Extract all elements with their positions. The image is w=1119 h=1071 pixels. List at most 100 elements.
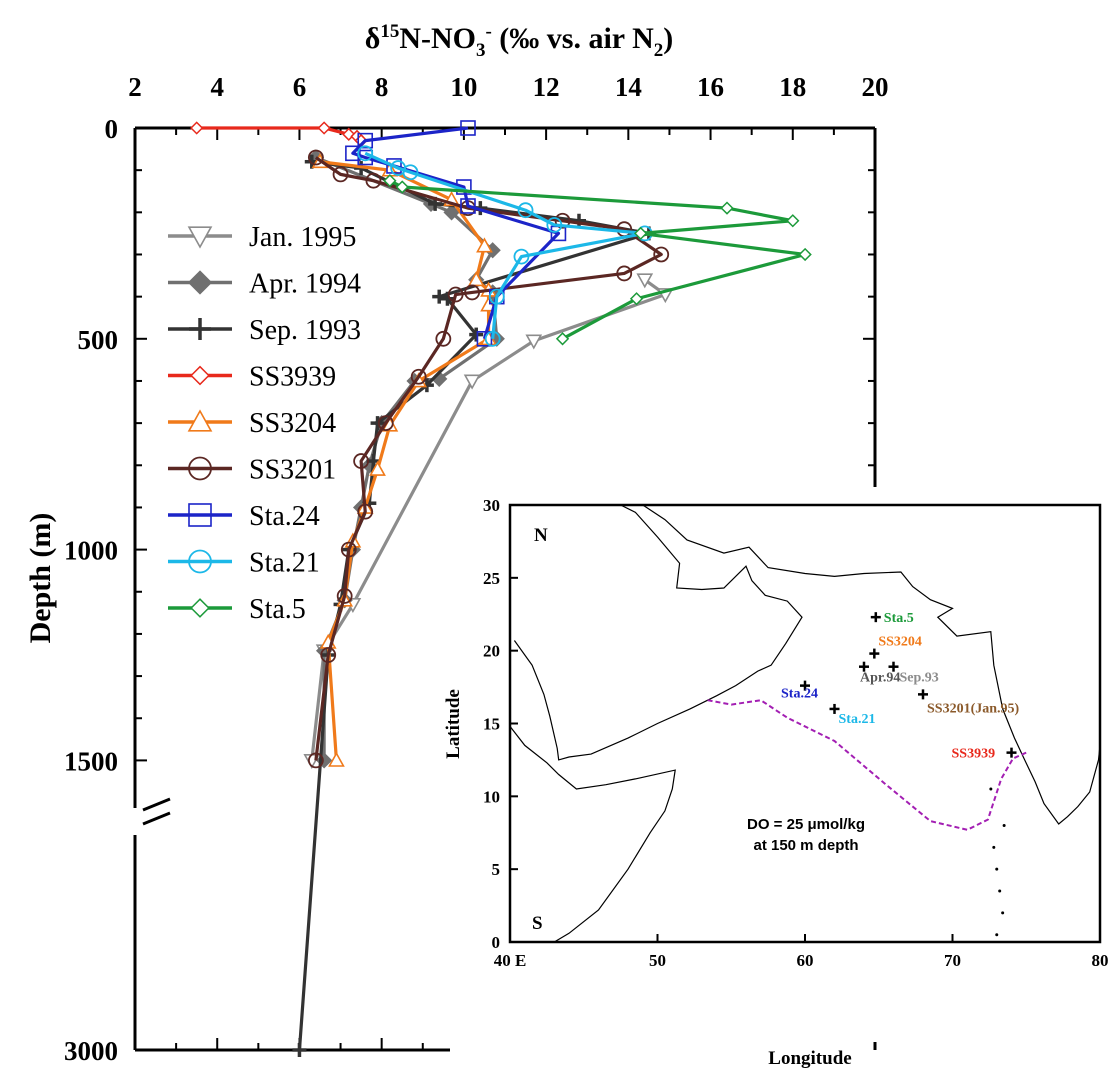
map-y-tick-label: 5: [492, 860, 501, 879]
series-line: [364, 151, 647, 339]
island-dot: [995, 867, 999, 871]
x-tick-label: 8: [375, 72, 389, 102]
station-apr-94: Apr.94: [859, 661, 900, 686]
y-tick-label: 1500: [64, 746, 118, 776]
data-point: [476, 330, 493, 347]
map-x-axis-title: Longitude: [768, 1048, 851, 1069]
map-x-tick-label: 60: [797, 951, 814, 970]
x-tick-label: 12: [533, 72, 560, 102]
data-point: [463, 374, 481, 390]
station-ss3939: SS3939: [952, 747, 1017, 762]
map-y-axis-title: Latitude: [443, 689, 464, 759]
station-label: Sta.24: [781, 687, 818, 702]
legend-label: SS3204: [249, 408, 336, 439]
data-point: [447, 286, 464, 303]
data-point: [369, 460, 386, 476]
data-point: [616, 265, 633, 282]
data-point: [320, 647, 337, 663]
data-point: [187, 226, 213, 249]
data-point: [190, 365, 210, 386]
data-point: [336, 588, 353, 604]
x-tick-label: 4: [210, 72, 224, 102]
legend-item: Apr. 1994: [168, 269, 361, 300]
do-contour-line: [707, 699, 1027, 831]
africa-coastline: [509, 726, 676, 943]
legend-label: SS3201: [249, 455, 336, 486]
island-dot: [1001, 911, 1005, 915]
data-point: [357, 503, 374, 520]
inset-map: 40 E 50 60 70 80 0 5 10 15 20 25 30 Longitude Latit…: [443, 487, 1115, 1069]
data-point: [546, 217, 563, 233]
data-point: [190, 121, 204, 135]
data-point: [629, 292, 644, 306]
x-tick-label: 18: [779, 72, 806, 102]
data-point: [443, 204, 460, 221]
data-point: [488, 288, 505, 305]
data-point: [188, 549, 212, 574]
y-tick-label: 500: [78, 325, 119, 355]
station-sep-93: Sep.93: [888, 661, 939, 686]
data-point: [187, 270, 213, 295]
series-line: [314, 156, 663, 761]
data-point: [464, 284, 481, 301]
data-point: [292, 1043, 307, 1057]
data-point: [636, 273, 654, 289]
island-dot: [998, 889, 1002, 893]
data-point: [190, 598, 210, 618]
station-label: Sep.93: [900, 671, 939, 686]
legend-label: Jan. 1995: [249, 222, 356, 253]
data-point: [525, 334, 543, 350]
data-point: [513, 248, 530, 265]
y-tick-label: 3000: [64, 1036, 118, 1066]
depth-profile-chart: δ15N-NO3- (‰ vs. air N2) Depth (m) 2 4 6 8 1…: [24, 21, 889, 1066]
data-point: [440, 291, 455, 306]
series-sta-5: [383, 174, 812, 346]
data-point: [410, 368, 427, 385]
data-point: [517, 202, 534, 219]
legend-item: SS3204: [168, 408, 336, 439]
axis-break-mark-2: [142, 811, 171, 826]
data-point: [432, 289, 447, 304]
legend-item: Sep. 1993: [168, 315, 361, 346]
asia-coastline: [642, 504, 1101, 825]
data-point: [377, 415, 394, 432]
x-tick-label: 16: [697, 72, 724, 102]
station-label: SS3939: [952, 747, 996, 762]
legend-item: SS3201: [168, 455, 336, 486]
legend-item: Sta.24: [168, 501, 320, 532]
arabia-coastline: [513, 504, 803, 761]
series-line: [389, 179, 807, 341]
series-line: [319, 160, 491, 761]
data-point: [328, 751, 345, 767]
map-x-tick-label: 50: [649, 951, 666, 970]
x-tick-label: 2: [128, 72, 142, 102]
station-label: Sta.21: [839, 712, 876, 727]
south-label: S: [532, 913, 543, 934]
data-point: [798, 247, 812, 262]
station-label: SS3201(Jan.95): [927, 701, 1020, 716]
data-point: [460, 120, 476, 136]
legend-label: Sep. 1993: [249, 315, 361, 346]
data-point: [720, 201, 734, 215]
data-point: [307, 149, 324, 166]
data-point: [187, 409, 213, 432]
data-point: [467, 271, 485, 287]
data-point: [307, 752, 324, 769]
data-point: [357, 145, 374, 162]
data-point: [188, 503, 212, 527]
station-sta-24: Sta.24: [781, 680, 818, 702]
x-tick-label: 10: [450, 72, 477, 102]
legend-item: Sta.5: [168, 594, 306, 625]
legend-item: Jan. 1995: [168, 222, 356, 253]
data-point: [332, 166, 349, 183]
data-point: [188, 456, 212, 481]
data-point: [395, 180, 409, 194]
data-point: [555, 332, 570, 346]
island-dot: [1002, 823, 1006, 827]
map-x-tick-label: 40 E: [494, 951, 527, 970]
map-y-tick-label: 30: [483, 496, 500, 515]
stations-group: Sta.5 SS3204 Apr.94 Sep.93 SS3201(Jan.95) Sta…: [781, 611, 1020, 761]
do-note-line2: at 150 m depth: [753, 837, 858, 854]
legend-label: SS3939: [249, 362, 336, 393]
